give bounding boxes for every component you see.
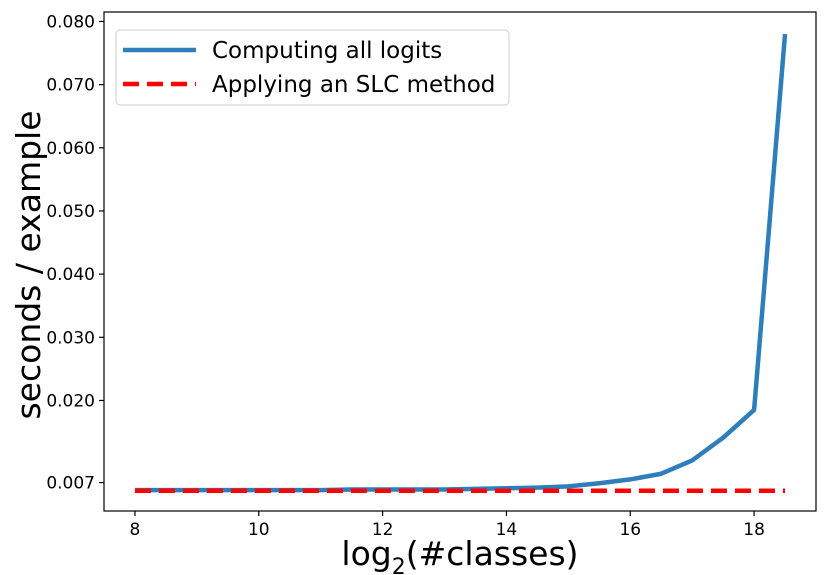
x-tick-label: 10 — [248, 520, 270, 540]
y-tick-label: 0.060 — [46, 139, 95, 159]
y-tick-label: 0.020 — [46, 391, 95, 411]
x-axis-label: log2(#classes) — [341, 534, 578, 575]
legend: Computing all logits Applying an SLC met… — [115, 29, 510, 106]
y-tick-label: 0.030 — [46, 328, 95, 348]
y-tick-label: 0.070 — [46, 76, 95, 96]
x-tick-label: 12 — [372, 520, 394, 540]
x-tick-label: 8 — [130, 520, 141, 540]
y-tick-label: 0.050 — [46, 202, 95, 222]
legend-label-computing-all-logits: Computing all logits — [212, 38, 442, 64]
y-tick-label: 0.007 — [46, 474, 95, 494]
x-axis: 8 10 12 14 16 18 — [130, 511, 765, 540]
plot-series — [134, 33, 788, 494]
y-tick-label: 0.040 — [46, 265, 95, 285]
x-tick-label: 18 — [743, 520, 765, 540]
y-axis-label: seconds / example — [9, 110, 48, 419]
y-tick-label: 0.080 — [46, 12, 95, 32]
x-tick-label: 14 — [496, 520, 518, 540]
legend-box — [115, 29, 510, 106]
x-tick-label: 16 — [619, 520, 641, 540]
y-axis: 0.007 0.020 0.030 0.040 0.050 0.060 0.070 0.080 — [46, 12, 104, 494]
legend-label-applying-slc-method: Applying an SLC method — [212, 72, 495, 98]
